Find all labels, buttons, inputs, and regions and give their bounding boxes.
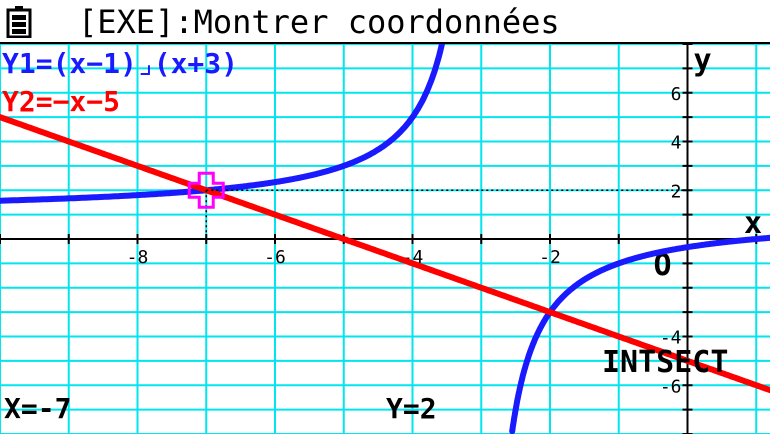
y-tick-label: -6 — [660, 376, 682, 397]
y-tick-label: 6 — [671, 84, 682, 105]
x-tick-label: -6 — [264, 247, 286, 268]
x-coordinate-readout: X=-7 — [4, 392, 72, 425]
y2-function-label: Y2=−x−5 — [2, 85, 121, 118]
y-tick-label: 4 — [671, 133, 682, 154]
axes — [0, 44, 770, 434]
y-axis-label: y — [694, 44, 712, 78]
y-coordinate-readout: Y=2 — [386, 392, 437, 425]
trace-cursor-icon[interactable] — [187, 171, 225, 209]
y1-function-label: Y1=(x−1)⌟(x+3) — [2, 47, 239, 80]
y1-curve-right-branch — [509, 234, 770, 434]
intsect-mode-label: INTSECT — [602, 345, 729, 380]
status-bar: [EXE]:Montrer coordonnées — [0, 0, 770, 44]
origin-label: O — [654, 248, 672, 283]
y-tick-label: -4 — [660, 328, 682, 349]
trace-cursor-group[interactable] — [187, 171, 688, 239]
battery-icon — [6, 6, 32, 38]
y1-curve-left-branch — [0, 44, 446, 204]
x-axis-label: x — [744, 206, 762, 241]
x-tick-label: -8 — [127, 247, 149, 268]
y2-line — [0, 114, 770, 394]
x-tick-label: -2 — [539, 247, 561, 268]
function-curves — [0, 44, 770, 434]
status-title: [EXE]:Montrer coordonnées — [78, 3, 560, 41]
y-tick-label: 2 — [671, 181, 682, 202]
